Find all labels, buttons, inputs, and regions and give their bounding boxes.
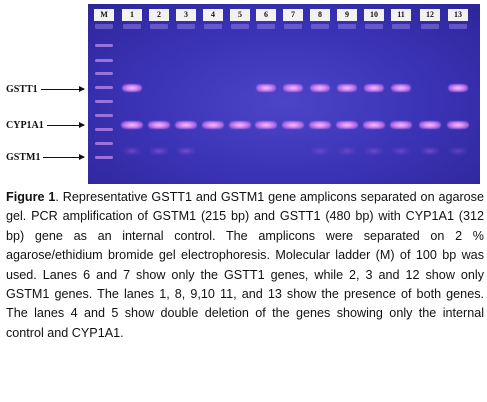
lane-label-13: 13	[448, 9, 468, 21]
lane-label-7: 7	[283, 9, 303, 21]
row-label-gstm1: GSTM1	[6, 150, 85, 164]
arrow-right-icon	[46, 121, 86, 128]
band-cyp1a1-lane-12	[419, 121, 441, 129]
lane-well	[150, 24, 168, 29]
row-label-gstt1: GSTT1	[6, 82, 86, 96]
band-gstm1-lane-1	[123, 147, 141, 155]
band-gstt1-lane-1	[122, 84, 142, 92]
lane-label-3: 3	[176, 9, 196, 21]
band-cyp1a1-lane-3	[175, 121, 197, 129]
row-label-gstm1-text: GSTM1	[6, 151, 41, 163]
band-cyp1a1-lane-6	[255, 121, 277, 129]
ladder-band	[95, 114, 113, 117]
lane-well	[311, 24, 329, 29]
band-gstm1-lane-12	[421, 147, 439, 155]
lane-well	[123, 24, 141, 29]
row-label-cyp1a1-text: CYP1A1	[6, 119, 44, 131]
ladder-band	[95, 86, 113, 89]
figure-label: Figure 1	[6, 190, 56, 204]
arrow-right-icon	[43, 153, 85, 160]
lane-label-m: M	[94, 9, 114, 21]
lane-well	[177, 24, 195, 29]
band-cyp1a1-lane-11	[390, 121, 412, 129]
band-cyp1a1-lane-1	[121, 121, 143, 129]
lane-label-6: 6	[256, 9, 276, 21]
lane-label-12: 12	[420, 9, 440, 21]
band-gstt1-lane-7	[283, 84, 303, 92]
lane-label-9: 9	[337, 9, 357, 21]
band-cyp1a1-lane-2	[148, 121, 170, 129]
figure-caption: Figure 1. Representative GSTT1 and GSTM1…	[6, 188, 484, 343]
lane-well	[284, 24, 302, 29]
band-gstt1-lane-6	[256, 84, 276, 92]
lane-well	[392, 24, 410, 29]
band-gstt1-lane-9	[337, 84, 357, 92]
lane-well	[231, 24, 249, 29]
band-gstt1-lane-11	[391, 84, 411, 92]
ladder-band	[95, 128, 113, 131]
lane-label-1: 1	[122, 9, 142, 21]
lane-label-8: 8	[310, 9, 330, 21]
band-cyp1a1-lane-7	[282, 121, 304, 129]
ladder-band	[95, 44, 113, 47]
band-gstm1-lane-13	[449, 147, 467, 155]
band-gstm1-lane-3	[177, 147, 195, 155]
band-gstt1-lane-10	[364, 84, 384, 92]
ladder-band	[95, 100, 113, 103]
arrow-right-icon	[40, 85, 86, 92]
lane-well	[95, 24, 113, 29]
band-cyp1a1-lane-13	[447, 121, 469, 129]
ladder-band	[95, 156, 113, 159]
row-label-gstt1-text: GSTT1	[6, 83, 38, 95]
band-cyp1a1-lane-5	[229, 121, 251, 129]
band-cyp1a1-lane-9	[336, 121, 358, 129]
band-gstm1-lane-11	[392, 147, 410, 155]
band-gstm1-lane-2	[150, 147, 168, 155]
lane-label-4: 4	[203, 9, 223, 21]
lane-label-10: 10	[364, 9, 384, 21]
lane-well	[257, 24, 275, 29]
band-gstm1-lane-8	[311, 147, 329, 155]
lane-label-11: 11	[391, 9, 411, 21]
band-cyp1a1-lane-8	[309, 121, 331, 129]
lane-label-2: 2	[149, 9, 169, 21]
lane-well	[421, 24, 439, 29]
row-label-cyp1a1: CYP1A1	[6, 118, 86, 132]
lane-well	[365, 24, 383, 29]
caption-text: . Representative GSTT1 and GSTM1 gene am…	[6, 190, 484, 340]
band-gstm1-lane-9	[338, 147, 356, 155]
band-cyp1a1-lane-10	[363, 121, 385, 129]
lane-well	[204, 24, 222, 29]
gel-image: M 1 2 3 4 5 6 7 8 9 10 11 12 13	[88, 4, 480, 184]
ladder-band	[95, 59, 113, 62]
lane-label-5: 5	[230, 9, 250, 21]
band-gstt1-lane-13	[448, 84, 468, 92]
ladder-band	[95, 142, 113, 145]
band-gstt1-lane-8	[310, 84, 330, 92]
band-gstm1-lane-10	[365, 147, 383, 155]
lane-well	[338, 24, 356, 29]
lane-well	[449, 24, 467, 29]
band-cyp1a1-lane-4	[202, 121, 224, 129]
ladder-band	[95, 72, 113, 75]
